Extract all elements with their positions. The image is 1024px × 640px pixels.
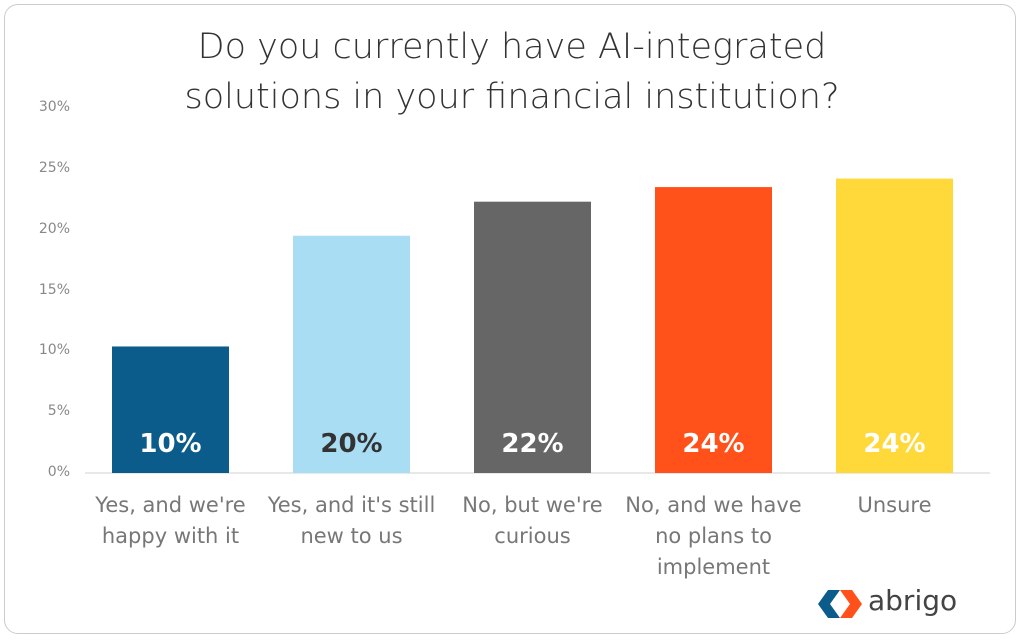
logo-icon: [818, 590, 862, 618]
bar: [293, 235, 410, 473]
bar: [836, 178, 953, 474]
y-tick-label: 25%: [38, 159, 70, 176]
y-tick-label: 5%: [47, 403, 70, 420]
value-label: 22%: [501, 429, 564, 459]
y-tick-label: 15%: [38, 281, 70, 298]
x-tick-label: Unsure: [857, 493, 932, 517]
value-label: 10%: [139, 429, 202, 459]
y-tick-label: 30%: [38, 99, 70, 115]
bar: [112, 346, 229, 473]
y-tick-label: 0%: [47, 464, 70, 480]
brand: abrigo: [868, 584, 958, 617]
value-label: 24%: [863, 429, 926, 459]
x-tick-label: No, but we're curious: [462, 493, 603, 548]
y-tick-label: 20%: [38, 220, 70, 237]
card: [4, 4, 1016, 634]
bar: [655, 187, 772, 474]
y-tick-label: 10%: [38, 342, 70, 359]
chart-title: Do you currently have AI-integrated solu…: [184, 27, 840, 117]
value-label: 24%: [682, 429, 745, 459]
x-tick-label: Yes, and we're happy with it: [95, 493, 246, 548]
x-tick-label: Yes, and it's still new to us: [267, 493, 436, 548]
value-label: 20%: [320, 429, 383, 459]
bar: [474, 201, 591, 473]
x-tick-label: No, and we have no plans to implement: [625, 493, 802, 579]
